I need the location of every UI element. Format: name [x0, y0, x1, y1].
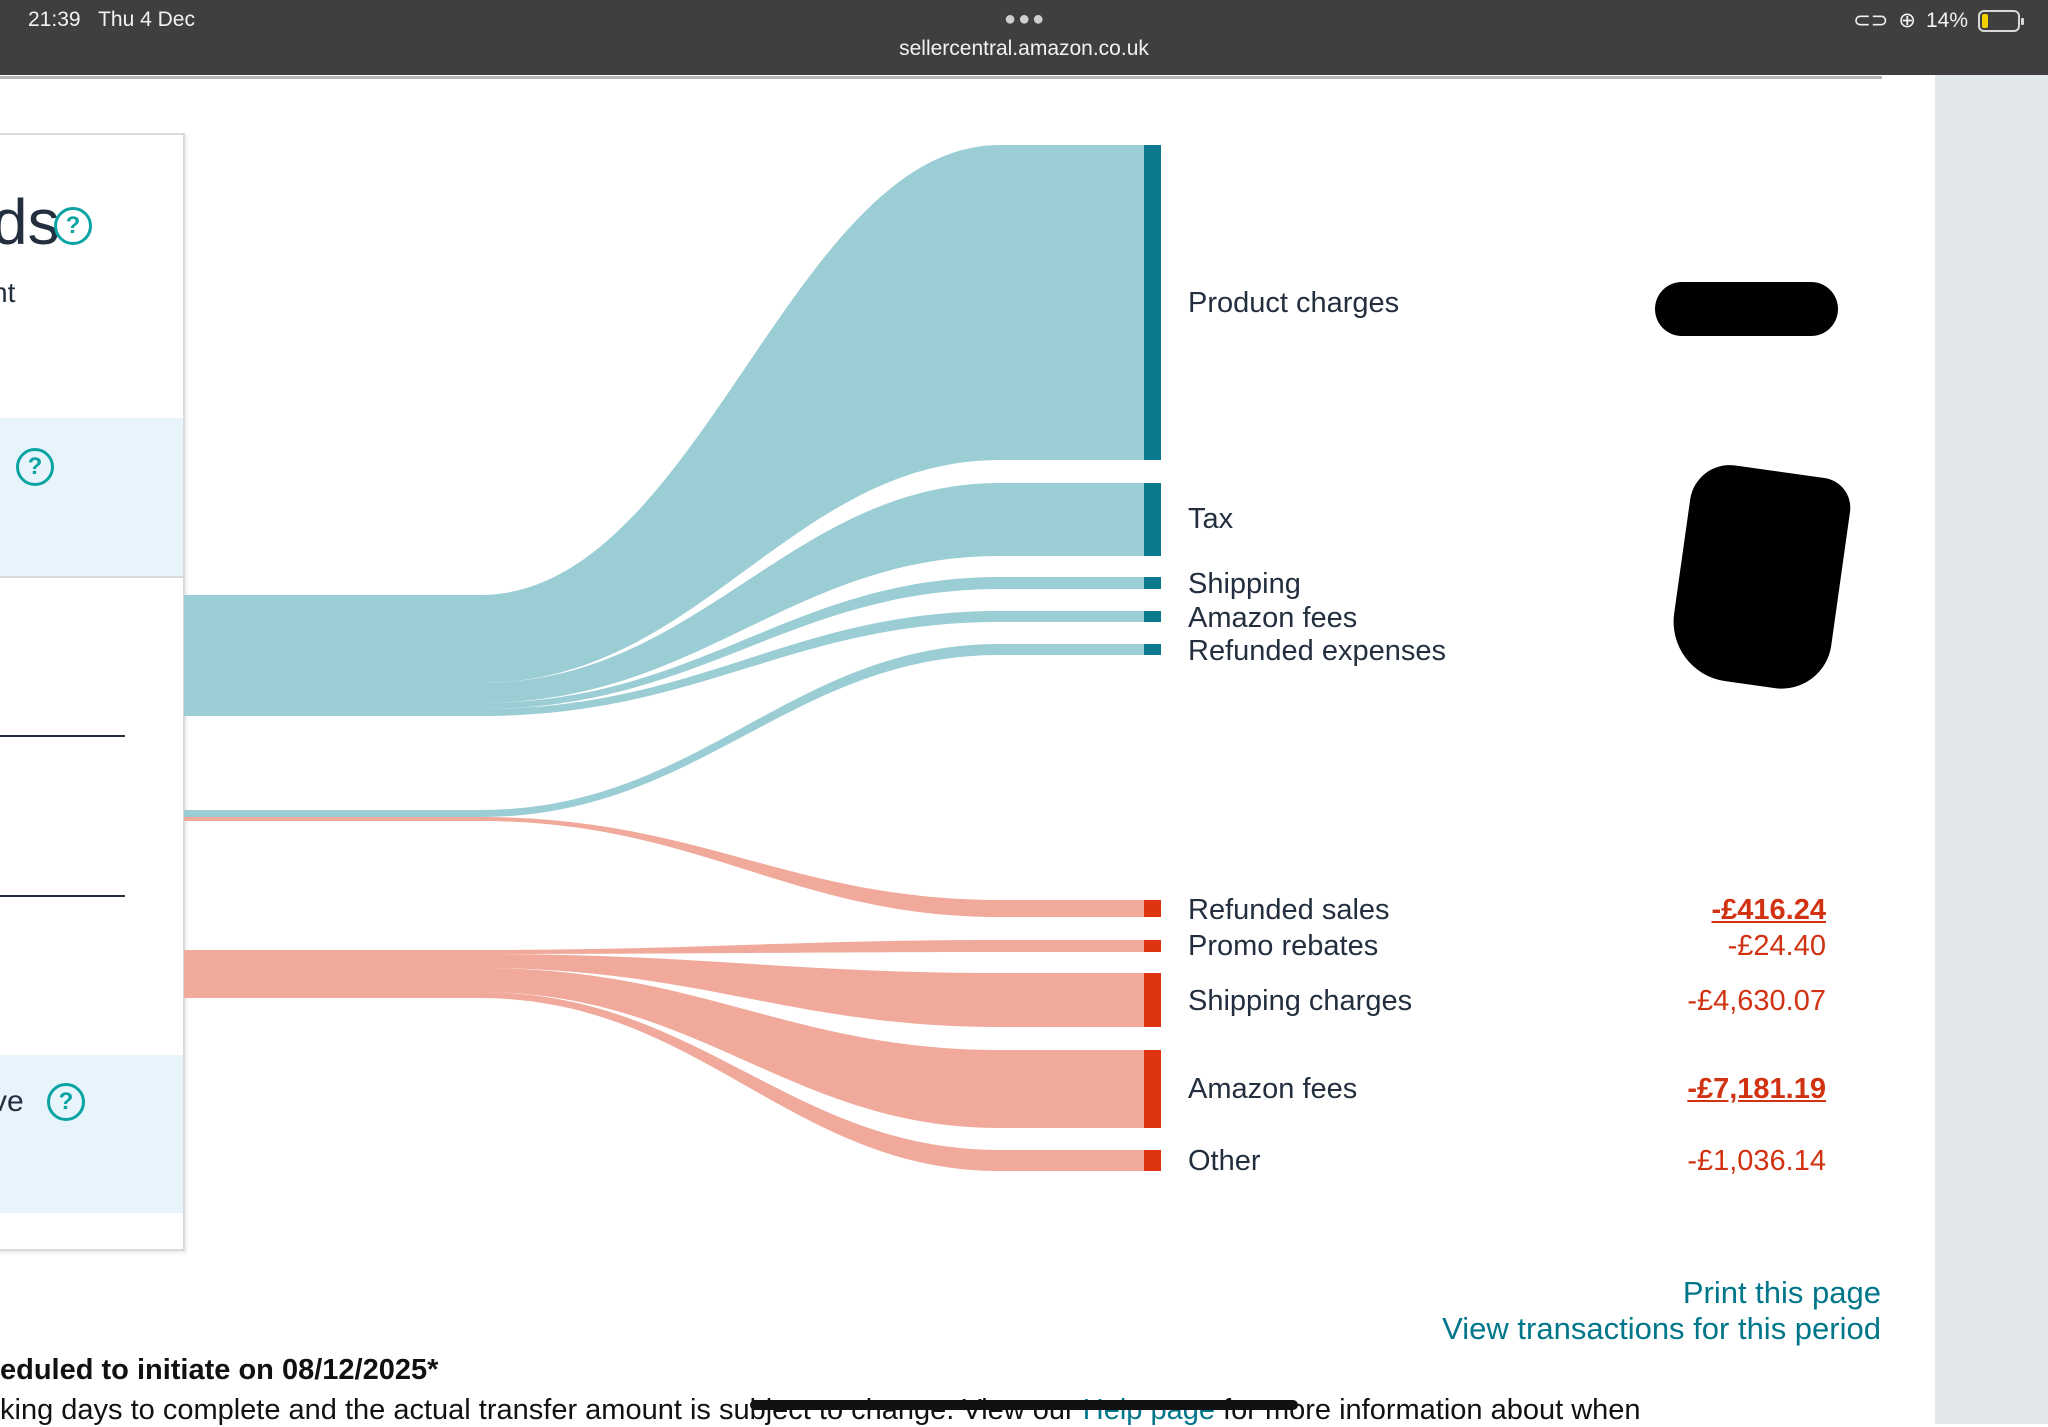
flow-tax [184, 483, 1144, 703]
label-amazon-fees: Amazon fees [1188, 1073, 1358, 1105]
label-tax: Tax [1188, 503, 1234, 535]
underline-divider [0, 895, 125, 897]
status-indicators: ⊂⊃ ⊕ 14% [1853, 8, 2024, 33]
value-other: -£1,036.14 [1687, 1145, 1826, 1177]
page-actions: Print this page View transactions for th… [1442, 1275, 1881, 1347]
income-flows [184, 145, 1144, 817]
label-shipping-charges: Shipping charges [1188, 985, 1413, 1017]
flow-amazon-fees [184, 968, 1144, 1128]
label-promo-rebates: Promo rebates [1188, 930, 1379, 962]
page-gutter [1935, 75, 2048, 1424]
top-divider [0, 76, 1882, 79]
value-amazon-fees[interactable]: -£7,181.19 [1687, 1073, 1826, 1105]
help-icon[interactable]: ? [16, 448, 54, 486]
home-indicator[interactable] [750, 1400, 1298, 1410]
transfer-note-text: king days to complete and the actual tra… [0, 1394, 1641, 1426]
transfer-schedule-text: eduled to initiate on 08/12/2025* [0, 1354, 439, 1386]
browser-status-bar: 21:39 Thu 4 Dec ●●● sellercentral.amazon… [0, 0, 2048, 75]
node-amazon-fees [1144, 1050, 1161, 1128]
more-dots-icon[interactable]: ●●● [1004, 8, 1047, 30]
flow-shipping-charges [184, 954, 1144, 1027]
value-refunded-sales[interactable]: -£416.24 [1711, 894, 1827, 926]
label-shipping: Shipping [1188, 568, 1301, 600]
value-shipping-charges: -£4,630.07 [1687, 985, 1826, 1017]
help-page-link[interactable]: Help page [1082, 1394, 1215, 1426]
label-amazon-fees-income: Amazon fees [1188, 602, 1358, 634]
expense-flows [184, 817, 1144, 1171]
status-time: 21:39 Thu 4 Dec [28, 8, 195, 31]
help-icon[interactable]: ? [47, 1083, 85, 1121]
node-promo-rebates [1144, 940, 1161, 952]
node-tax [1144, 483, 1161, 556]
node-amazon-fees-income [1144, 611, 1161, 622]
band-label: ve [0, 1085, 24, 1118]
node-other [1144, 1150, 1161, 1171]
card-subtitle: nt [0, 277, 16, 308]
underline-divider [0, 735, 125, 737]
label-refunded-expenses: Refunded expenses [1188, 635, 1446, 667]
battery-percent: 14% [1925, 8, 1968, 32]
value-promo-rebates: -£24.40 [1727, 930, 1826, 962]
card-title: ds [0, 186, 60, 258]
label-refunded-sales: Refunded sales [1188, 894, 1390, 926]
orientation-lock-icon: ⊕ [1898, 9, 1916, 32]
highlight-band: ? [0, 418, 183, 576]
node-refunded-expenses [1144, 644, 1161, 655]
flow-product-charges [184, 145, 1144, 683]
address-bar[interactable]: sellercentral.amazon.co.uk [899, 37, 1149, 60]
flow-amazon-fees-income [184, 611, 1144, 716]
link-icon: ⊂⊃ [1853, 9, 1889, 32]
flow-other [184, 992, 1144, 1171]
help-icon[interactable]: ? [54, 207, 92, 245]
redaction-mark [1655, 282, 1838, 336]
label-other: Other [1188, 1145, 1261, 1177]
node-shipping-charges [1144, 973, 1161, 1027]
node-shipping [1144, 577, 1161, 589]
flow-refunded-sales [184, 817, 1144, 917]
node-product-charges [1144, 145, 1161, 460]
label-product-charges: Product charges [1188, 287, 1400, 319]
nodes [1144, 145, 1161, 1171]
redaction-mark [1665, 459, 1855, 696]
view-transactions-link[interactable]: View transactions for this period [1442, 1311, 1881, 1346]
flow-promo-rebates [184, 940, 1144, 954]
summary-card: ds ? nt ? ve ? [0, 133, 185, 1251]
print-page-link[interactable]: Print this page [1682, 1275, 1881, 1310]
battery-icon [1978, 9, 2024, 32]
highlight-band: ve ? [0, 1055, 183, 1213]
node-refunded-sales [1144, 900, 1161, 917]
divider [0, 576, 183, 578]
